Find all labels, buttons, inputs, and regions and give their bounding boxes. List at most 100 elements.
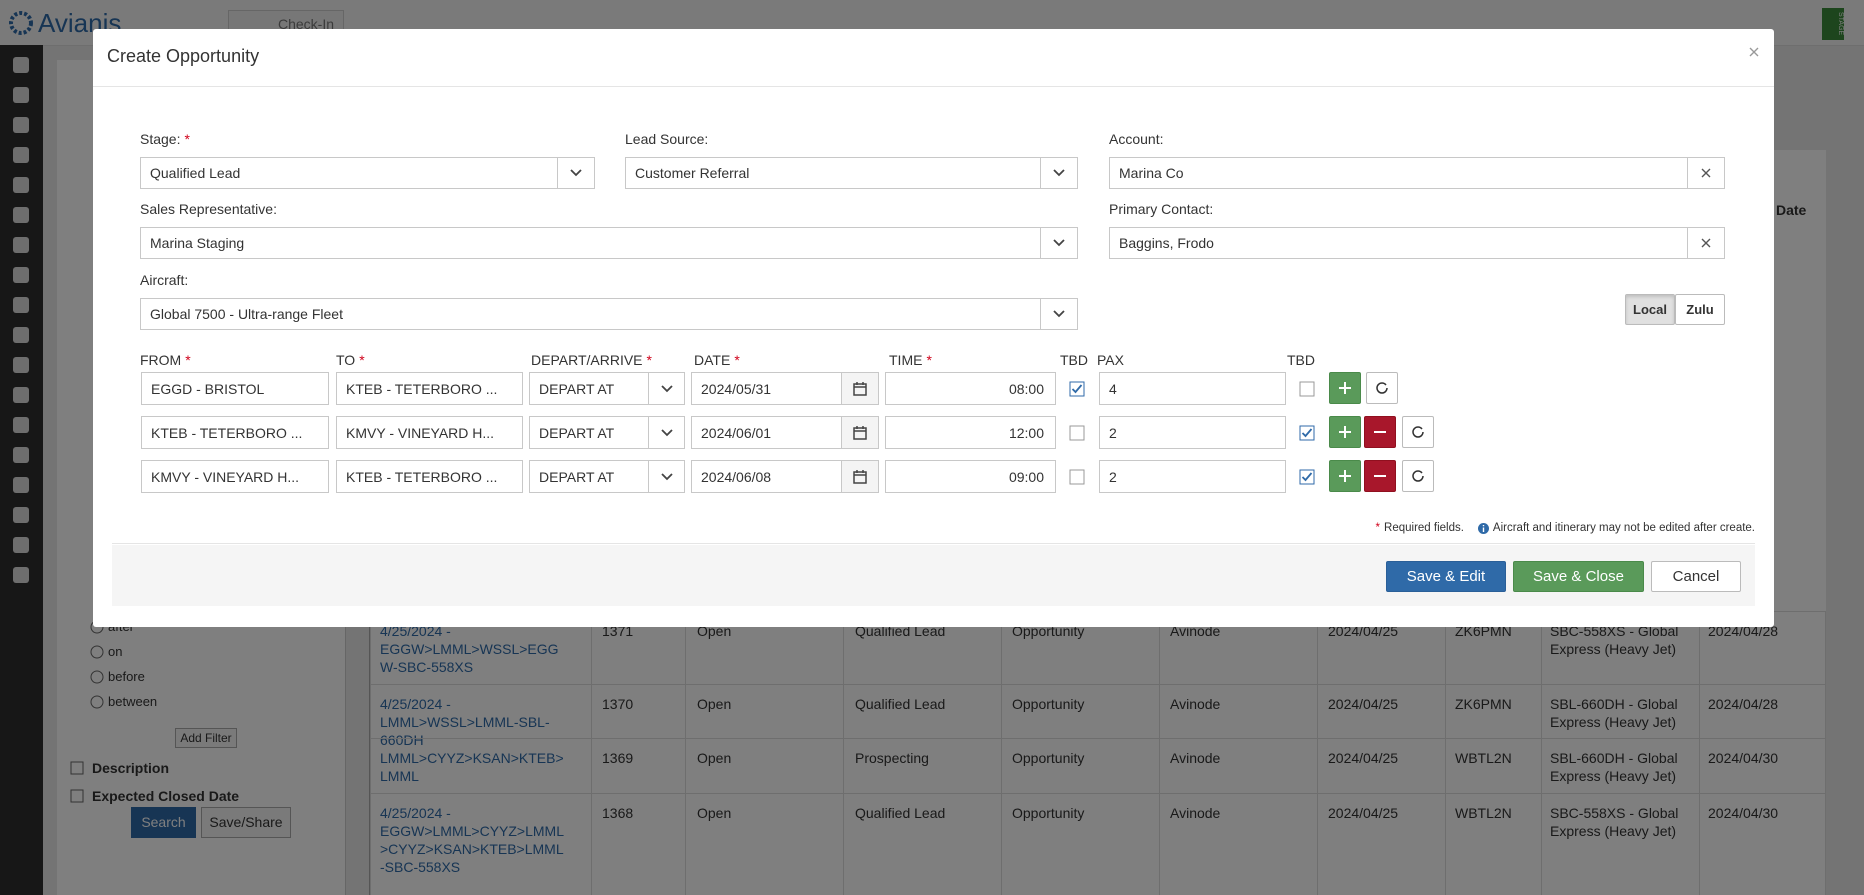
from-input[interactable]: KMVY - VINEYARD H... [141, 460, 329, 493]
select-arrow[interactable] [648, 373, 684, 404]
add-leg-button[interactable] [1329, 372, 1361, 404]
clear-button[interactable] [1687, 158, 1724, 188]
calendar-icon [853, 425, 867, 440]
add-leg-button[interactable] [1329, 416, 1361, 448]
field-label: Aircraft: [140, 272, 188, 288]
input-value: KTEB - TETERBORO ... [346, 380, 498, 397]
select-arrow[interactable] [1040, 228, 1077, 258]
add-leg-button-icon [1339, 382, 1351, 394]
chevron-icon-shape [660, 472, 673, 480]
field-label: Sales Representative: [140, 201, 277, 217]
pax-input[interactable]: 4 [1099, 372, 1286, 405]
chevron-icon-shape [570, 169, 582, 177]
field-label: Account: [1109, 131, 1163, 147]
reset-leg-button-icon [1376, 382, 1388, 394]
modal-close[interactable] [1748, 45, 1760, 57]
input-value: DEPART AT [539, 424, 615, 441]
reset-leg-button[interactable] [1402, 416, 1434, 448]
text-input[interactable]: Marina Co [1109, 157, 1725, 189]
chevron-icon-shape [660, 384, 673, 392]
add-leg-button[interactable] [1329, 460, 1361, 492]
itinerary-header: PAX [1097, 352, 1124, 368]
reset-leg-button[interactable] [1402, 460, 1434, 492]
calendar-icon-shape [854, 425, 866, 432]
text-input[interactable]: Baggins, Frodo [1109, 227, 1725, 259]
tbd-checkbox [1299, 469, 1315, 485]
footer-divider [112, 543, 1755, 544]
select-arrow[interactable] [648, 417, 684, 448]
from-input[interactable]: KTEB - TETERBORO ... [141, 416, 329, 449]
remove-leg-button[interactable] [1364, 416, 1396, 448]
input-value: 2 [1109, 468, 1117, 485]
remove-leg-button[interactable] [1364, 460, 1396, 492]
time-input[interactable]: 08:00 [885, 372, 1056, 405]
reset-leg-button[interactable] [1366, 372, 1398, 404]
itinerary-header: TBD [1287, 352, 1315, 368]
footer-button[interactable]: Cancel [1651, 561, 1741, 592]
tbd-checkbox-shape [1069, 425, 1085, 441]
time-mode-toggle[interactable]: Local [1625, 294, 1675, 325]
calendar-button[interactable] [841, 417, 878, 448]
required-mark: * [926, 352, 932, 368]
add-leg-button-icon-shape [1339, 426, 1351, 438]
date-input[interactable]: 2024/06/08 [691, 460, 879, 493]
chevron-icon [660, 472, 673, 480]
chevron-icon [660, 384, 673, 392]
label-text: Account: [1109, 131, 1164, 147]
label-text: Stage: [140, 131, 181, 147]
input-value: DEPART AT [539, 380, 615, 397]
clear-button[interactable] [1687, 228, 1724, 258]
input-value: 09:00 [1008, 468, 1044, 485]
calendar-icon [853, 381, 867, 396]
select-box[interactable]: Qualified Lead [140, 157, 595, 189]
tbd-checkbox [1069, 425, 1085, 441]
field-value: Qualified Lead [150, 165, 241, 181]
select-box[interactable]: Global 7500 - Ultra-range Fleet [140, 298, 1078, 330]
select-arrow[interactable] [557, 158, 594, 188]
depart-select[interactable]: DEPART AT [529, 372, 685, 405]
modal-footer [112, 545, 1755, 606]
label-text: Primary Contact: [1109, 201, 1214, 217]
add-leg-button-icon-shape [1339, 382, 1351, 394]
pax-input[interactable]: 2 [1099, 460, 1286, 493]
required-mark: * [185, 352, 191, 368]
header-text: TBD [1060, 352, 1088, 368]
time-input[interactable]: 09:00 [885, 460, 1056, 493]
info-note: Aircraft and itinerary may not be edited… [1492, 522, 1755, 534]
itinerary-header: FROM * [140, 352, 191, 368]
select-box[interactable]: Customer Referral [625, 157, 1078, 189]
header-text: TIME [889, 352, 923, 368]
header-text: DATE [694, 352, 731, 368]
input-value: 4 [1109, 380, 1117, 397]
remove-leg-button-icon [1374, 475, 1386, 477]
header-text: FROM [140, 352, 182, 368]
date-input[interactable]: 2024/06/01 [691, 416, 879, 449]
to-input[interactable]: KTEB - TETERBORO ... [336, 372, 523, 405]
chevron-icon-shape [660, 428, 673, 436]
select-arrow[interactable] [1040, 299, 1077, 329]
time-mode-toggle[interactable]: Zulu [1675, 294, 1725, 325]
calendar-button[interactable] [841, 461, 878, 492]
field-label: Lead Source: [625, 131, 708, 147]
info-icon [1477, 522, 1489, 534]
depart-select[interactable]: DEPART AT [529, 416, 685, 449]
date-input[interactable]: 2024/05/31 [691, 372, 879, 405]
close-icon [1749, 47, 1759, 57]
select-arrow[interactable] [1040, 158, 1077, 188]
select-arrow[interactable] [648, 461, 684, 492]
calendar-button[interactable] [841, 373, 878, 404]
time-input[interactable]: 12:00 [885, 416, 1056, 449]
header-text: TO [336, 352, 356, 368]
footer-button[interactable]: Save & Close [1513, 561, 1644, 592]
select-box[interactable]: Marina Staging [140, 227, 1078, 259]
footer-notes: * Required fields. Aircraft and itinerary … [1372, 522, 1755, 534]
chevron-icon-shape [1053, 310, 1065, 318]
depart-select[interactable]: DEPART AT [529, 460, 685, 493]
to-input[interactable]: KMVY - VINEYARD H... [336, 416, 523, 449]
from-input[interactable]: EGGD - BRISTOL [141, 372, 329, 405]
input-value: 08:00 [1008, 380, 1044, 397]
footer-button[interactable]: Save & Edit [1386, 561, 1506, 592]
to-input[interactable]: KTEB - TETERBORO ... [336, 460, 523, 493]
pax-input[interactable]: 2 [1099, 416, 1286, 449]
